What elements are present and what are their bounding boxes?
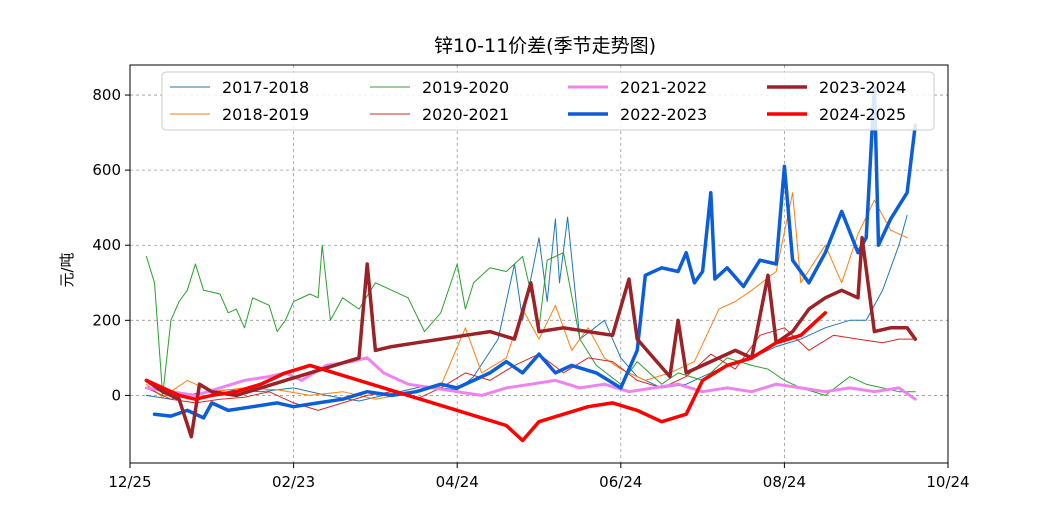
series-line-2017-2018 — [145, 214, 908, 402]
legend-label: 2019-2020 — [422, 78, 509, 97]
y-axis: 0 200 400 600 800 — [92, 86, 130, 404]
legend-label: 2024-2025 — [819, 105, 906, 124]
y-axis-label: 元/吨 — [58, 252, 76, 287]
series-line-2024-2025 — [144, 311, 828, 443]
legend-label: 2017-2018 — [222, 78, 309, 97]
x-axis: 12/25 02/23 04/24 06/24 08/24 10/24 — [108, 463, 970, 491]
y-tick-label: 400 — [92, 236, 121, 254]
x-tick-label: 12/25 — [108, 473, 151, 491]
y-tick-label: 0 — [111, 386, 121, 404]
series-line-2023-2024 — [144, 235, 918, 439]
x-tick-label: 10/24 — [926, 473, 969, 491]
legend-label: 2021-2022 — [620, 78, 707, 97]
legend-label: 2018-2019 — [222, 105, 309, 124]
x-tick-label: 08/24 — [763, 473, 806, 491]
series-line-2020-2021 — [145, 327, 916, 411]
series-line-2019-2020 — [145, 244, 916, 396]
legend-label: 2023-2024 — [819, 78, 906, 97]
y-tick-label: 200 — [92, 311, 121, 329]
legend-label: 2020-2021 — [422, 105, 509, 124]
x-tick-label: 02/23 — [272, 473, 315, 491]
legend-box — [161, 71, 935, 131]
y-tick-label: 800 — [92, 86, 121, 104]
series-line-2022-2023 — [152, 85, 918, 420]
legend-label: 2022-2023 — [620, 105, 707, 124]
chart-title: 锌10-11价差(季节走势图) — [434, 35, 656, 57]
plot-frame — [129, 64, 949, 464]
series-lines — [144, 85, 918, 443]
y-tick-label: 600 — [92, 161, 121, 179]
x-tick-label: 04/24 — [436, 473, 479, 491]
x-tick-label: 06/24 — [599, 473, 642, 491]
legend: 2017-2018 2018-2019 2019-2020 2020-2021 2021… — [161, 71, 935, 131]
